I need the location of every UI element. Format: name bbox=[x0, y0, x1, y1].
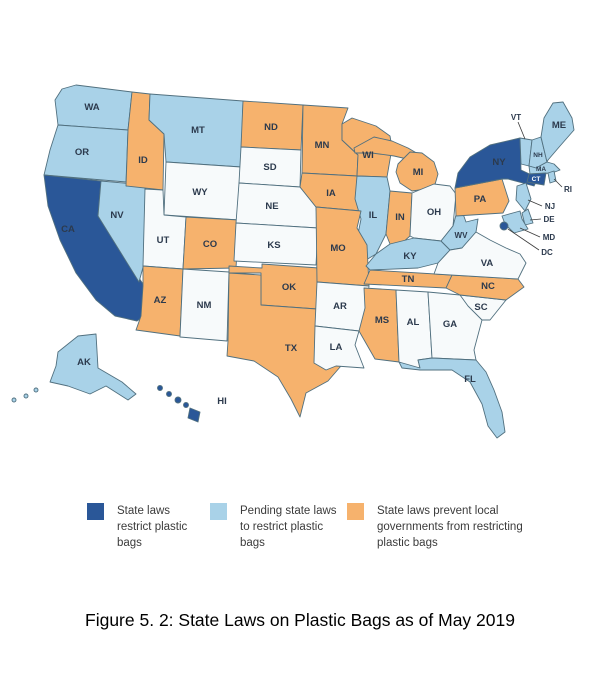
state-me bbox=[540, 101, 575, 163]
leader-line-ri bbox=[553, 178, 563, 188]
leader-line-de bbox=[529, 218, 542, 221]
state-nm bbox=[179, 268, 230, 342]
legend-label-restrict: State laws restrict plastic bags bbox=[117, 505, 188, 550]
state-label-nv: NV bbox=[110, 210, 124, 221]
state-label-ca: CA bbox=[61, 224, 75, 235]
state-label-pa: PA bbox=[474, 194, 487, 205]
leader-line-nj bbox=[527, 199, 543, 207]
legend-swatch-restrict bbox=[87, 503, 104, 520]
state-label-va: VA bbox=[481, 258, 494, 269]
state-label-ma: MA bbox=[536, 166, 546, 173]
state-label-nj: NJ bbox=[545, 202, 555, 211]
state-label-il: IL bbox=[369, 210, 378, 221]
state-tx bbox=[226, 272, 352, 418]
state-va bbox=[433, 231, 527, 280]
state-hi bbox=[157, 385, 201, 423]
state-al bbox=[395, 289, 433, 369]
state-label-or: OR bbox=[75, 147, 89, 158]
us-states-map: WA OR CA NV ID MT WY UT CO AZ NM ND SD N… bbox=[11, 84, 575, 439]
state-label-dc: DC bbox=[541, 248, 553, 257]
state-label-in: IN bbox=[395, 212, 405, 223]
state-label-md: MD bbox=[543, 233, 556, 242]
state-label-de: DE bbox=[543, 215, 555, 224]
figure-caption: Figure 5. 2: State Laws on Plastic Bags … bbox=[85, 610, 515, 630]
state-label-tx: TX bbox=[285, 343, 298, 354]
state-label-id: ID bbox=[138, 155, 148, 166]
state-label-sc: SC bbox=[474, 302, 487, 313]
legend-swatch-pending bbox=[210, 503, 227, 520]
state-label-nd: ND bbox=[264, 122, 278, 133]
state-mi bbox=[353, 136, 439, 192]
state-label-nc: NC bbox=[481, 281, 495, 292]
legend-item-restrict: State laws restrict plastic bags bbox=[87, 503, 207, 551]
leader-line-vt bbox=[517, 121, 526, 140]
state-label-ak: AK bbox=[77, 357, 91, 368]
legend-label-pending: Pending state laws to restrict plastic b… bbox=[240, 505, 337, 550]
state-label-ks: KS bbox=[267, 240, 280, 251]
state-label-ne: NE bbox=[265, 201, 278, 212]
legend-item-pending: Pending state laws to restrict plastic b… bbox=[210, 503, 345, 551]
state-label-ny: NY bbox=[492, 157, 506, 168]
legend-swatch-prevent bbox=[347, 503, 364, 520]
state-label-ky: KY bbox=[403, 251, 417, 262]
state-or bbox=[43, 124, 129, 183]
state-label-me: ME bbox=[552, 120, 566, 131]
leader-line-md bbox=[519, 227, 541, 238]
state-label-mi: MI bbox=[413, 167, 424, 178]
state-label-tn: TN bbox=[402, 274, 415, 285]
state-label-la: LA bbox=[330, 342, 343, 353]
state-label-ok: OK bbox=[282, 282, 296, 293]
state-ny bbox=[454, 137, 539, 189]
state-label-ia: IA bbox=[326, 188, 336, 199]
state-label-mn: MN bbox=[315, 140, 330, 151]
state-label-oh: OH bbox=[427, 207, 441, 218]
state-label-ut: UT bbox=[157, 235, 170, 246]
state-label-nm: NM bbox=[197, 300, 212, 311]
state-label-wa: WA bbox=[84, 102, 99, 113]
leader-line-dc bbox=[507, 228, 540, 251]
state-ak bbox=[11, 333, 137, 403]
state-ct bbox=[526, 172, 547, 186]
state-label-mt: MT bbox=[191, 125, 205, 136]
state-label-ga: GA bbox=[443, 319, 457, 330]
state-label-co: CO bbox=[203, 239, 217, 250]
state-dc bbox=[499, 221, 509, 231]
state-label-ms: MS bbox=[375, 315, 389, 326]
state-label-az: AZ bbox=[154, 295, 167, 306]
state-ri bbox=[547, 170, 557, 184]
state-label-wy: WY bbox=[192, 187, 208, 198]
state-la bbox=[313, 325, 365, 371]
state-label-wv: WV bbox=[455, 231, 469, 240]
legend-label-prevent: State laws prevent local governments fro… bbox=[377, 505, 523, 550]
state-label-sd: SD bbox=[263, 162, 276, 173]
state-de bbox=[521, 208, 534, 226]
state-label-al: AL bbox=[407, 317, 420, 328]
state-fl bbox=[398, 357, 506, 439]
state-label-ct: CT bbox=[532, 176, 541, 183]
state-label-nh: NH bbox=[533, 152, 543, 159]
state-nj bbox=[515, 182, 532, 212]
state-ks bbox=[233, 222, 319, 266]
legend-item-prevent: State laws prevent local governments fro… bbox=[347, 503, 537, 551]
state-label-vt: VT bbox=[511, 113, 521, 122]
state-label-ri: RI bbox=[564, 185, 572, 194]
state-label-fl: FL bbox=[464, 374, 476, 385]
state-tn bbox=[363, 269, 453, 289]
state-label-wi: WI bbox=[362, 150, 374, 161]
state-label-hi: HI bbox=[217, 396, 227, 407]
state-label-ar: AR bbox=[333, 301, 347, 312]
state-label-mo: MO bbox=[330, 243, 345, 254]
